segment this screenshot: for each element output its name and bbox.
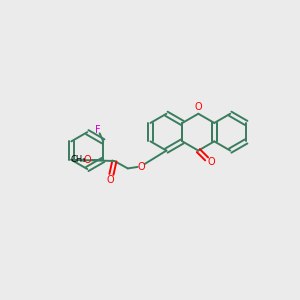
- Text: O: O: [137, 162, 145, 172]
- Text: O: O: [194, 102, 202, 112]
- Text: CH₃: CH₃: [70, 155, 86, 164]
- Text: O: O: [83, 155, 91, 165]
- Text: O: O: [106, 175, 114, 185]
- Text: F: F: [95, 125, 101, 135]
- Text: O: O: [207, 157, 215, 167]
